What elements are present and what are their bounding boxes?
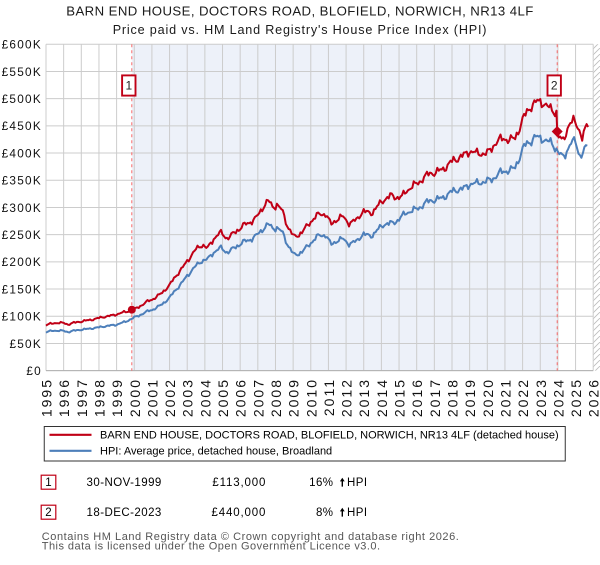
svg-text:£400K: £400K (2, 146, 42, 160)
svg-text:£113,000: £113,000 (212, 477, 266, 489)
svg-text:2006: 2006 (233, 378, 249, 417)
svg-text:2007: 2007 (250, 378, 266, 417)
svg-text:2001: 2001 (144, 378, 160, 417)
svg-text:18-DEC-2023: 18-DEC-2023 (87, 507, 162, 519)
svg-text:£550K: £550K (2, 65, 42, 79)
svg-text:£500K: £500K (2, 92, 42, 106)
svg-text:2011: 2011 (321, 378, 337, 416)
svg-text:2020: 2020 (480, 378, 496, 417)
svg-text:£600K: £600K (2, 38, 42, 52)
svg-text:1: 1 (125, 79, 132, 93)
svg-text:£450K: £450K (2, 119, 42, 133)
svg-text:£350K: £350K (2, 174, 42, 188)
svg-text:2003: 2003 (180, 378, 196, 417)
svg-text:£50K: £50K (9, 337, 42, 351)
svg-text:£300K: £300K (2, 201, 42, 215)
svg-text:Price paid vs. HM Land Registr: Price paid vs. HM Land Registry's House … (113, 23, 488, 37)
svg-text:2012: 2012 (339, 378, 355, 417)
svg-text:8% ↑ HPI: 8% ↑ HPI (316, 507, 368, 519)
svg-text:2002: 2002 (162, 378, 178, 417)
svg-text:1997: 1997 (74, 378, 90, 417)
svg-text:This data is licensed under th: This data is licensed under the Open Gov… (42, 541, 381, 553)
svg-text:2000: 2000 (127, 378, 143, 417)
svg-text:2025: 2025 (568, 378, 584, 417)
svg-text:2010: 2010 (303, 378, 319, 417)
svg-text:Contains HM Land Registry data: Contains HM Land Registry data © Crown c… (42, 531, 460, 543)
svg-text:2018: 2018 (445, 378, 461, 417)
svg-text:2008: 2008 (268, 378, 284, 417)
svg-text:1995: 1995 (39, 378, 55, 417)
svg-text:1996: 1996 (56, 378, 72, 417)
svg-text:1998: 1998 (91, 378, 107, 417)
svg-text:£150K: £150K (2, 282, 42, 296)
svg-text:30-NOV-1999: 30-NOV-1999 (87, 477, 162, 489)
svg-text:2019: 2019 (462, 378, 478, 417)
svg-text:2026: 2026 (586, 378, 600, 417)
svg-text:BARN END HOUSE, DOCTORS ROAD,: BARN END HOUSE, DOCTORS ROAD, BLOFIELD, … (66, 3, 534, 18)
svg-text:£0: £0 (26, 364, 42, 378)
svg-text:1: 1 (45, 477, 51, 489)
svg-text:2015: 2015 (392, 378, 408, 417)
svg-text:2: 2 (45, 507, 51, 519)
svg-text:2016: 2016 (409, 378, 425, 417)
svg-text:2: 2 (551, 79, 558, 93)
svg-text:£250K: £250K (2, 228, 42, 242)
svg-text:2004: 2004 (197, 378, 213, 417)
svg-text:2013: 2013 (356, 378, 372, 417)
svg-text:HPI: Average price, detached h: HPI: Average price, detached house, Broa… (100, 446, 332, 458)
svg-text:2005: 2005 (215, 378, 231, 417)
svg-text:2024: 2024 (550, 378, 566, 417)
svg-text:£100K: £100K (2, 310, 42, 324)
svg-text:£200K: £200K (2, 255, 42, 269)
svg-text:2022: 2022 (515, 378, 531, 417)
svg-text:£440,000: £440,000 (212, 507, 267, 519)
svg-text:2017: 2017 (427, 378, 443, 417)
svg-text:1999: 1999 (109, 378, 125, 417)
svg-text:16% ↑ HPI: 16% ↑ HPI (309, 477, 367, 489)
svg-text:2009: 2009 (286, 378, 302, 417)
svg-text:BARN END HOUSE, DOCTORS ROAD,: BARN END HOUSE, DOCTORS ROAD, BLOFIELD, … (100, 430, 559, 442)
svg-text:2021: 2021 (497, 378, 513, 417)
svg-text:2014: 2014 (374, 378, 390, 417)
svg-text:2023: 2023 (533, 378, 549, 417)
